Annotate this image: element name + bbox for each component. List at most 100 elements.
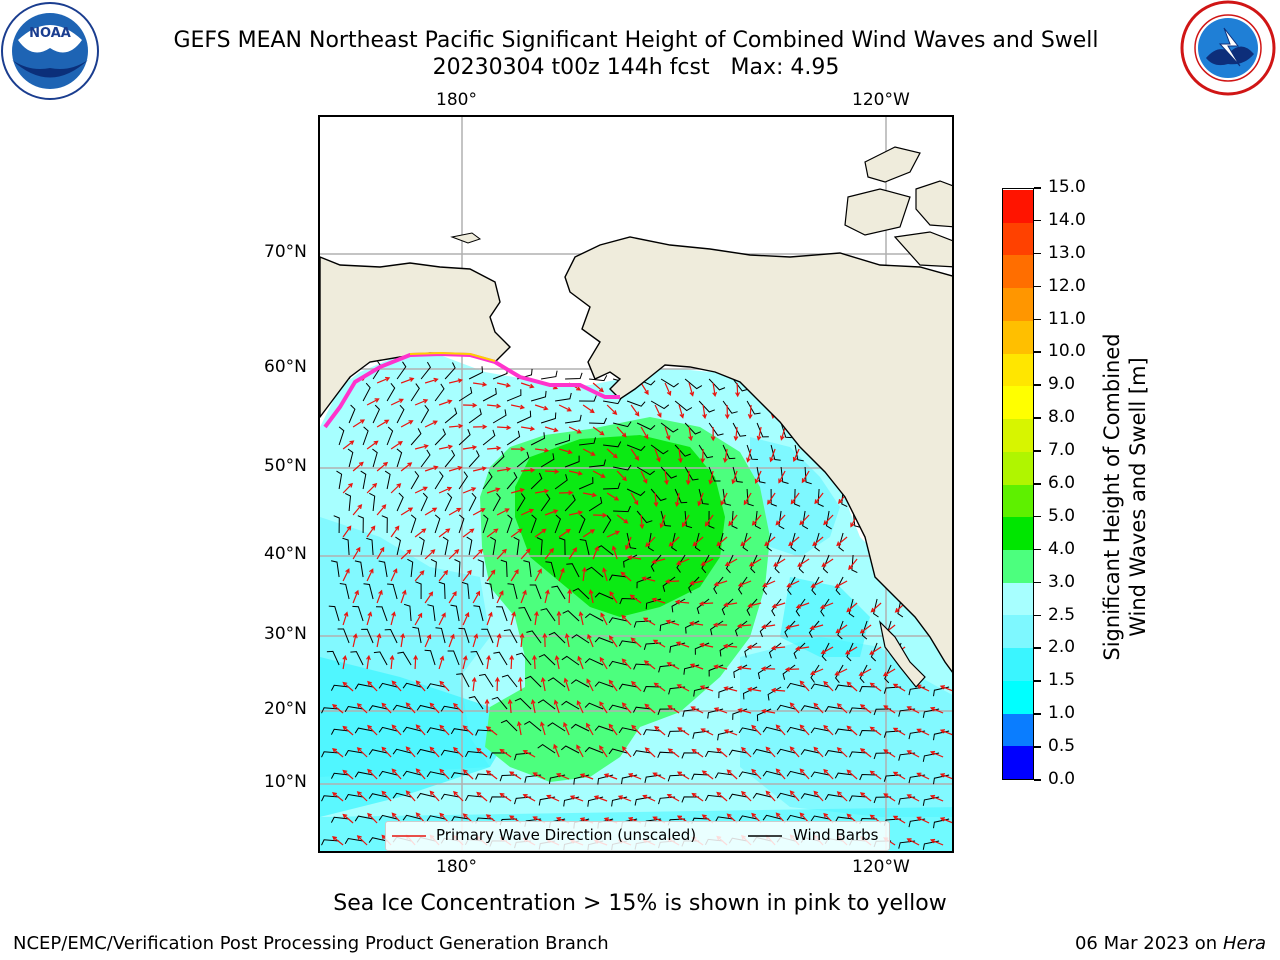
wind-barb [402, 770, 422, 777]
wave-direction-arrow [726, 769, 738, 780]
wave-direction-arrow [568, 510, 584, 516]
wind-barb [493, 651, 508, 666]
wind-barb [808, 620, 820, 638]
wave-direction-arrow [616, 470, 627, 482]
wind-barb [658, 664, 676, 673]
wave-direction-arrow [743, 492, 752, 506]
wind-barb [884, 664, 892, 684]
wind-barb [810, 683, 830, 690]
wind-barb [366, 537, 374, 556]
wave-direction-arrow [813, 790, 824, 802]
wind-barb [562, 610, 580, 622]
lat-label-10n: 10°N [264, 772, 307, 792]
wind-barb [524, 675, 542, 688]
wave-direction-arrow [356, 703, 368, 714]
wave-direction-arrow [390, 525, 400, 538]
wind-barb [757, 664, 772, 680]
wave-direction-arrow [836, 747, 848, 758]
wave-direction-arrow [775, 768, 786, 780]
wind-barb [694, 532, 701, 552]
wind-barb [572, 587, 590, 600]
wave-direction-arrow [558, 448, 573, 455]
wind-barb [579, 395, 597, 402]
sea-ice-note: Sea Ice Concentration > 15% is shown in … [333, 891, 947, 916]
wind-barb [492, 450, 505, 468]
wind-barb [363, 583, 374, 600]
wind-barb [636, 466, 656, 476]
wind-barb [440, 705, 460, 712]
wave-direction-arrow [764, 536, 776, 547]
colorbar-segment [1003, 516, 1033, 550]
lat-label-70n: 70°N [264, 242, 307, 262]
wind-barb [746, 400, 761, 415]
wind-barb [506, 514, 513, 534]
wind-barb [330, 684, 350, 691]
wind-barb [482, 429, 496, 446]
wind-barb [744, 642, 758, 658]
land-arctic-island-4 [893, 231, 952, 268]
wind-barb [565, 372, 583, 380]
wind-barb [742, 532, 749, 552]
wind-barb [908, 730, 926, 740]
colorbar-tick-mark [1034, 713, 1041, 715]
wave-direction-arrow [544, 589, 550, 604]
wave-direction-arrow [611, 545, 618, 560]
wind-barb [344, 793, 364, 800]
wave-direction-legend-icon [392, 835, 426, 837]
wind-barb [662, 576, 676, 592]
wind-barb [579, 437, 596, 446]
wave-direction-arrow [494, 676, 500, 692]
wind-barb [514, 697, 532, 710]
wave-direction-arrow [716, 747, 728, 758]
wave-direction-arrow [676, 771, 690, 780]
wave-direction-arrow [366, 611, 373, 626]
colorbar-tick-label: 4.0 [1048, 538, 1076, 559]
wave-direction-arrow [405, 746, 416, 758]
wind-barb [396, 404, 405, 424]
wind-barb [708, 510, 715, 529]
wave-direction-arrow [756, 426, 762, 441]
wave-direction-arrow [472, 466, 487, 472]
wind-barb [386, 426, 394, 446]
wave-direction-arrow [553, 743, 560, 758]
land-wrangel-island [450, 232, 482, 244]
lon-label-top-180: 180° [436, 90, 477, 110]
wave-direction-arrow [723, 729, 738, 736]
wave-direction-arrow [424, 377, 439, 384]
colorbar-tick-mark [1034, 318, 1041, 321]
wave-direction-arrow [540, 721, 546, 736]
wind-barb [824, 750, 844, 756]
wave-direction-arrow [761, 624, 776, 629]
wave-direction-arrow [823, 680, 834, 692]
wave-direction-arrow [746, 644, 762, 650]
wave-direction-arrow [587, 633, 594, 648]
wave-direction-arrow [453, 790, 464, 802]
wave-direction-arrow [770, 687, 786, 693]
wave-direction-arrow [484, 698, 490, 714]
wind-barb [873, 598, 879, 618]
colorbar-tick-label: 12.0 [1048, 275, 1086, 296]
wave-direction-arrow [496, 466, 512, 472]
colorbar-segment [1003, 647, 1033, 681]
footer-host: Hera [1222, 933, 1266, 954]
wind-barb [387, 583, 398, 600]
lon-label-bottom-120w: 120°W [852, 857, 910, 877]
wave-direction-arrow [606, 404, 618, 415]
wind-barb [684, 510, 693, 529]
wind-barb [674, 488, 688, 504]
wave-direction-arrow [716, 536, 728, 547]
wind-barb [456, 673, 470, 688]
wave-direction-arrow [799, 680, 810, 692]
wind-barb [825, 510, 832, 530]
colorbar-tick-label: 1.5 [1048, 670, 1076, 691]
wind-barb [608, 660, 628, 667]
wind-barb [722, 444, 736, 460]
wave-direction-arrow [939, 773, 952, 780]
wind-barb [526, 630, 542, 644]
wave-direction-arrow [390, 611, 396, 626]
wave-direction-arrow [390, 568, 398, 582]
wind-barb [424, 649, 436, 666]
wind-barb [470, 650, 484, 666]
wind-barb [737, 576, 748, 595]
wind-barb [392, 704, 412, 711]
